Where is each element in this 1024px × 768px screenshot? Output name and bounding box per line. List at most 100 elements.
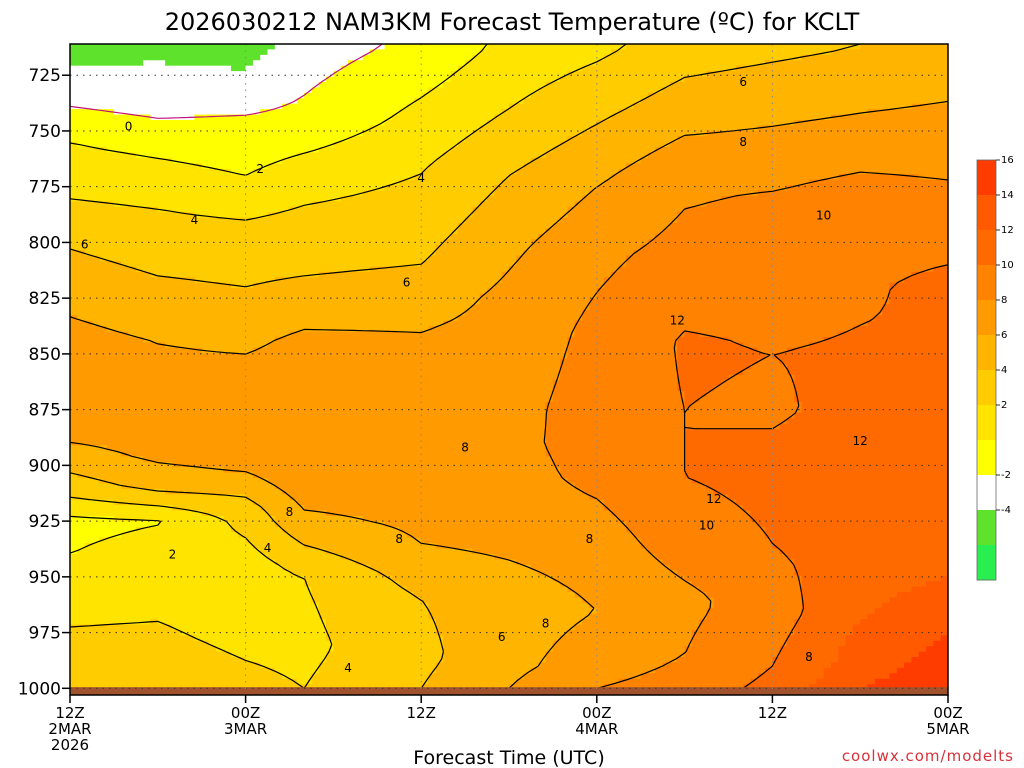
temperature-cell xyxy=(574,320,869,327)
temperature-cell xyxy=(677,374,730,381)
temperature-cell xyxy=(304,92,422,99)
temperature-cell xyxy=(684,396,700,403)
x-tick-label: 00Z xyxy=(933,704,962,722)
temperature-cell xyxy=(574,624,700,631)
temperature-cell xyxy=(304,575,393,582)
temperature-cell xyxy=(684,467,948,474)
temperature-cell xyxy=(538,662,664,669)
temperature-cell xyxy=(443,657,547,664)
temperature-cell xyxy=(567,212,678,219)
temperature-cell xyxy=(479,125,591,132)
ground-surface xyxy=(70,687,948,695)
temperature-cell xyxy=(640,157,948,164)
temperature-cell xyxy=(552,380,678,387)
temperature-cell xyxy=(677,570,795,577)
temperature-cell xyxy=(684,445,948,452)
temperature-cell xyxy=(552,456,686,463)
temperature-cell xyxy=(545,429,686,436)
temperature-cell xyxy=(70,521,159,528)
temperature-cell xyxy=(596,608,708,615)
colorbar-tick-label: -4 xyxy=(1001,505,1011,516)
temperature-cell xyxy=(896,591,948,598)
temperature-cell xyxy=(369,125,481,132)
temperature-cell xyxy=(743,505,948,512)
temperature-cell xyxy=(70,657,247,664)
y-tick-label: 1000 xyxy=(18,679,61,699)
temperature-cell xyxy=(70,136,349,143)
temperature-cell xyxy=(413,174,510,181)
temperature-cell xyxy=(933,640,948,647)
temperature-cell xyxy=(728,494,948,501)
temperature-cell xyxy=(618,266,934,273)
temperature-cell xyxy=(684,461,948,468)
colorbar: 16 14 12 10 8 6 4 2 -2 -4 xyxy=(976,155,1014,581)
temperature-cell xyxy=(889,288,948,295)
temperature-cell xyxy=(435,543,642,550)
temperature-cell xyxy=(274,667,320,674)
temperature-cell xyxy=(589,190,759,197)
temperature-cell xyxy=(223,467,561,474)
temperature-cell xyxy=(494,553,656,560)
temperature-cell xyxy=(106,445,547,452)
temperature-cell xyxy=(509,174,613,181)
temperature-cell xyxy=(457,315,583,322)
temperature-cell xyxy=(70,190,364,197)
temperature-cell xyxy=(70,233,452,240)
temperature-cell xyxy=(70,98,298,105)
temperature-cell xyxy=(369,266,510,273)
temperature-cell xyxy=(669,223,948,230)
temperature-cell xyxy=(70,223,459,230)
temperature-cell xyxy=(794,564,948,571)
colorbar-band xyxy=(977,440,996,476)
temperature-cell xyxy=(779,651,839,658)
temperature-cell xyxy=(545,81,671,88)
temperature-cell xyxy=(70,309,466,316)
contour-label: 12 xyxy=(853,434,868,448)
temperature-cell xyxy=(779,423,948,430)
colorbar-band xyxy=(977,545,996,581)
temperature-cell xyxy=(560,141,671,148)
temperature-cell xyxy=(70,250,86,257)
temperature-cell xyxy=(289,494,591,501)
temperature-cell xyxy=(340,195,488,202)
temperature-cell xyxy=(904,662,948,669)
temperature-cell xyxy=(70,65,232,72)
temperature-cell xyxy=(560,374,678,381)
temperature-cell xyxy=(494,190,591,197)
temperature-cell xyxy=(70,380,554,387)
temperature-cell xyxy=(794,619,861,626)
temperature-cell xyxy=(70,271,152,278)
temperature-cell xyxy=(787,185,948,192)
temperature-cell xyxy=(70,152,137,159)
temperature-cell xyxy=(706,591,803,598)
temperature-cell xyxy=(516,678,620,685)
temperature-cell xyxy=(201,510,269,517)
contour-label: 8 xyxy=(461,441,469,455)
temperature-cell xyxy=(70,81,320,88)
temperature-cell xyxy=(691,629,795,636)
temperature-cell xyxy=(435,157,532,164)
temperature-cell xyxy=(567,136,678,143)
temperature-cell xyxy=(574,483,708,490)
temperature-cell xyxy=(435,250,525,257)
temperature-cell xyxy=(150,271,320,278)
temperature-cell xyxy=(70,342,166,349)
temperature-cell xyxy=(918,174,948,181)
temperature-cell xyxy=(538,570,678,577)
temperature-cell xyxy=(70,212,195,219)
temperature-cell xyxy=(604,282,891,289)
temperature-cell xyxy=(677,385,715,392)
temperature-cell xyxy=(318,271,503,278)
temperature-cell xyxy=(838,657,913,664)
temperature-cell xyxy=(560,76,686,83)
temperature-cell xyxy=(70,288,488,295)
temperature-cell xyxy=(77,472,254,479)
temperature-cell xyxy=(765,532,948,539)
temperature-cell xyxy=(318,147,452,154)
temperature-cell xyxy=(143,60,166,67)
temperature-cell xyxy=(70,570,291,577)
temperature-cell xyxy=(70,60,144,67)
contour-line-12 xyxy=(673,264,948,695)
temperature-cell xyxy=(326,657,444,664)
temperature-cell xyxy=(779,646,839,653)
